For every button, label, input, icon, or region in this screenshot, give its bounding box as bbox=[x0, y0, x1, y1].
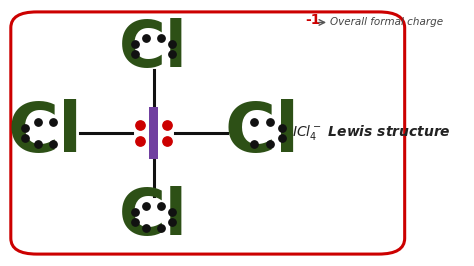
Point bbox=[168, 210, 175, 215]
Point bbox=[250, 120, 258, 124]
Point bbox=[49, 120, 57, 124]
Point bbox=[158, 36, 165, 40]
Point bbox=[158, 204, 165, 208]
Point bbox=[278, 136, 286, 140]
Point bbox=[34, 120, 41, 124]
Point bbox=[266, 142, 273, 146]
Point bbox=[22, 136, 29, 140]
Text: Cl: Cl bbox=[119, 186, 188, 248]
Point bbox=[142, 36, 150, 40]
Point bbox=[250, 142, 258, 146]
Text: Cl: Cl bbox=[224, 99, 300, 167]
Point bbox=[142, 204, 150, 208]
Point bbox=[168, 51, 175, 56]
Point bbox=[132, 51, 139, 56]
Point bbox=[136, 123, 144, 127]
Point bbox=[34, 142, 41, 146]
Point bbox=[132, 42, 139, 46]
Text: Cl: Cl bbox=[119, 18, 188, 80]
Text: Cl: Cl bbox=[8, 99, 83, 167]
Point bbox=[22, 126, 29, 130]
FancyBboxPatch shape bbox=[149, 107, 158, 159]
Text: -1: -1 bbox=[305, 13, 320, 27]
Point bbox=[158, 226, 165, 230]
Text: $ICl_4^-$ Lewis structure: $ICl_4^-$ Lewis structure bbox=[292, 123, 451, 143]
Point bbox=[132, 220, 139, 224]
Text: Overall formal charge: Overall formal charge bbox=[330, 18, 443, 27]
Point bbox=[49, 142, 57, 146]
Point bbox=[168, 220, 175, 224]
Point bbox=[136, 139, 144, 143]
Point bbox=[164, 123, 171, 127]
Point bbox=[132, 210, 139, 215]
Point bbox=[266, 120, 273, 124]
Point bbox=[142, 226, 150, 230]
Point bbox=[164, 139, 171, 143]
Point bbox=[278, 126, 286, 130]
Point bbox=[168, 42, 175, 46]
